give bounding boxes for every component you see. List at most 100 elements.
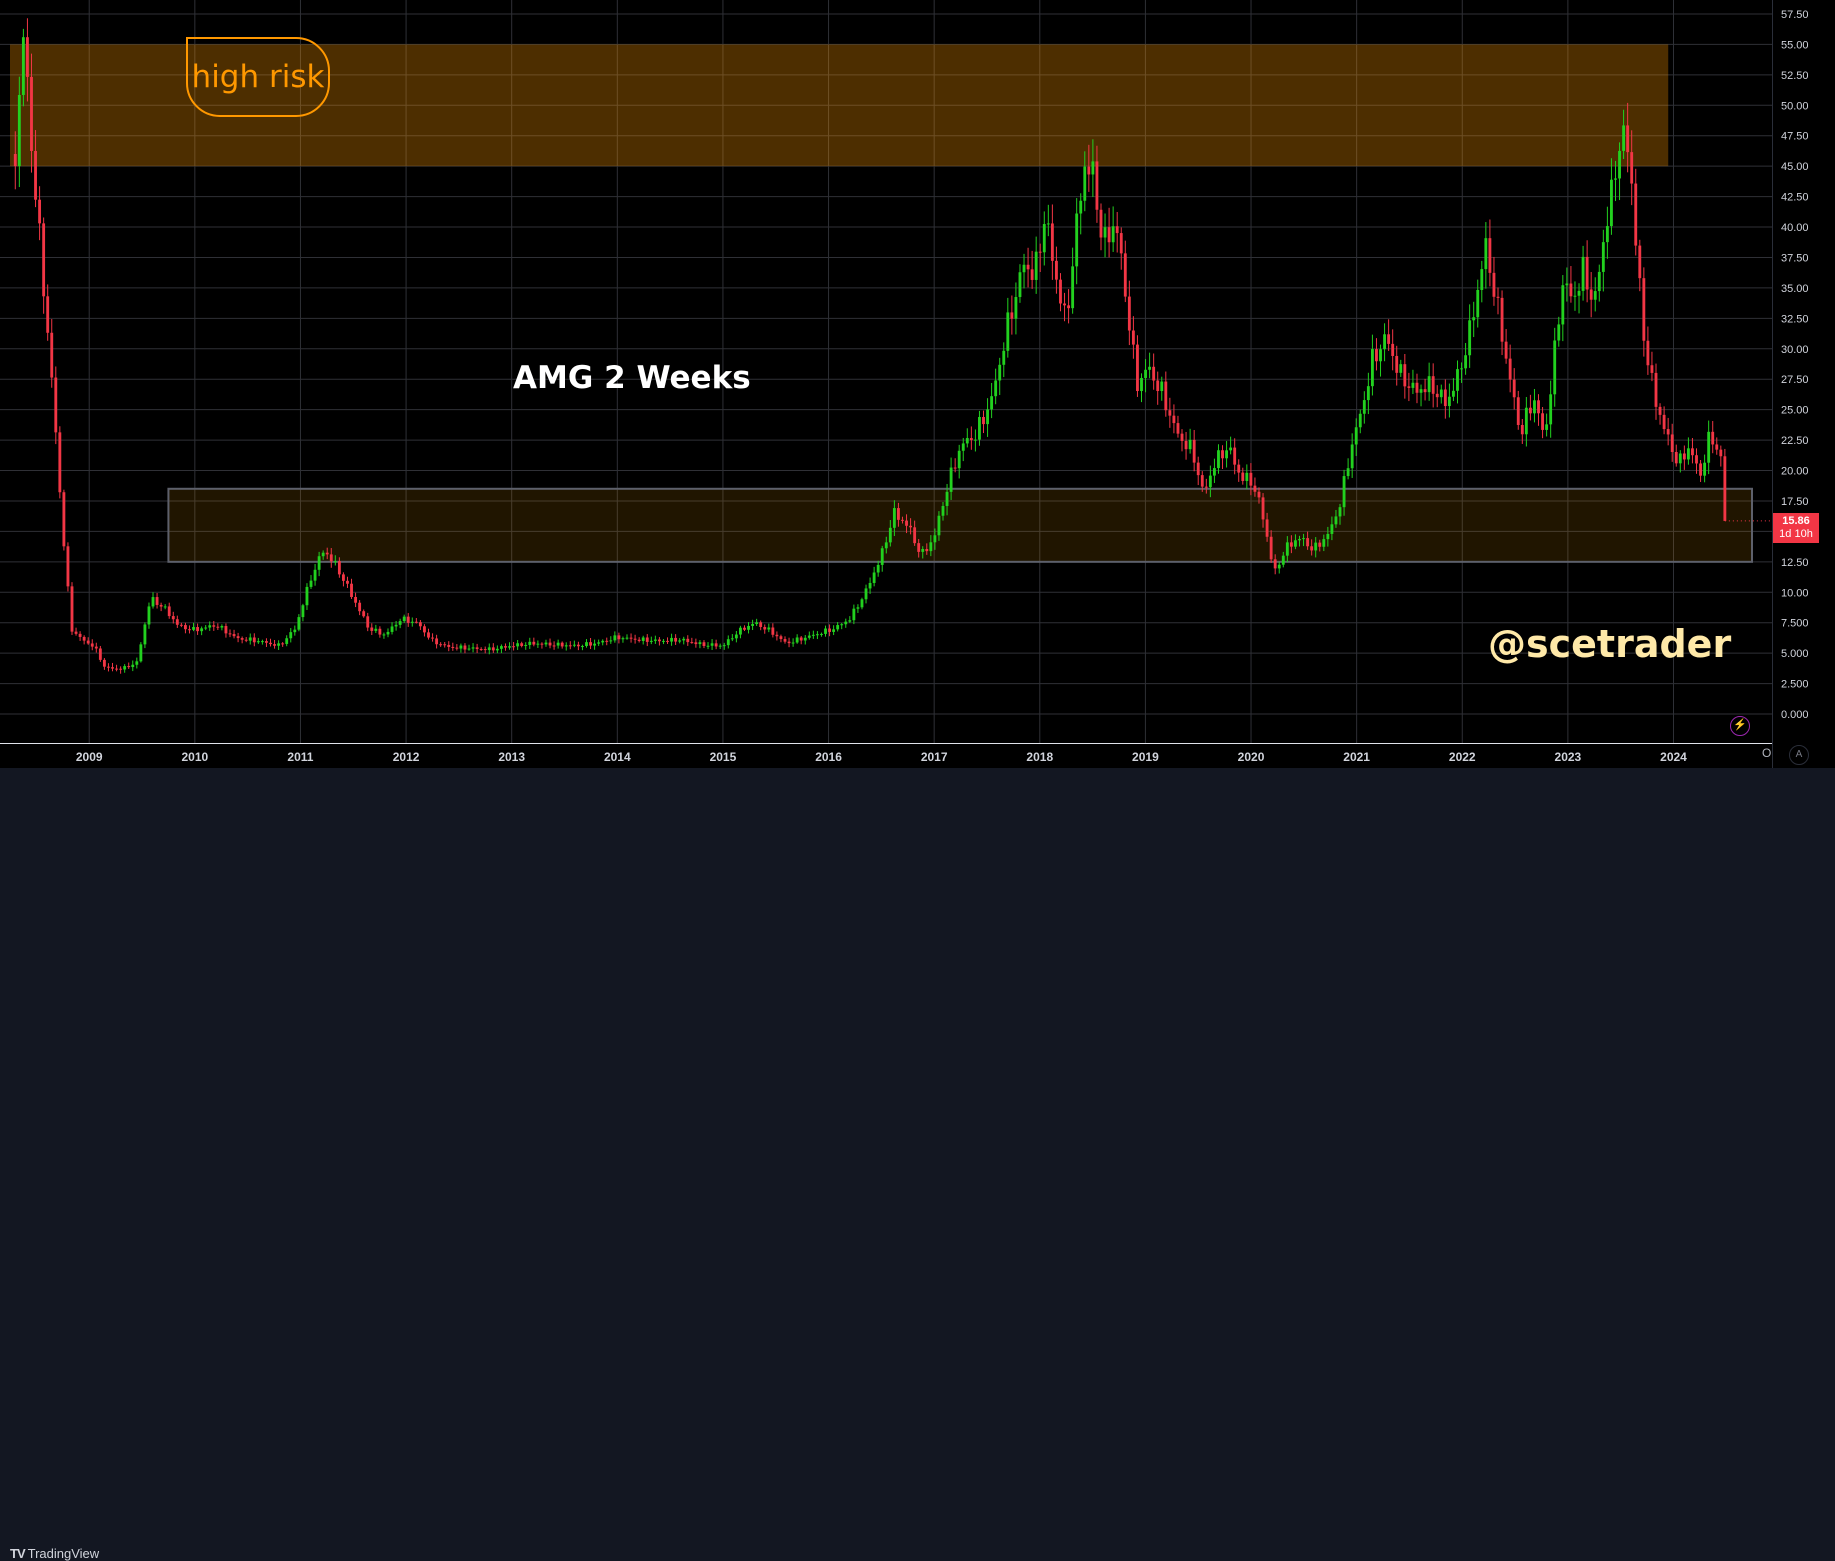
candle-body: [662, 640, 665, 642]
candle-body: [62, 492, 66, 547]
candle-body: [273, 644, 276, 646]
price-tick-label: 22.50: [1781, 435, 1809, 447]
candle-body: [994, 380, 998, 397]
price-tick-label: 2.500: [1781, 679, 1809, 691]
candle-body: [1561, 285, 1565, 325]
candle-body: [119, 668, 123, 670]
candle-body: [329, 554, 333, 562]
candle-body: [1678, 453, 1682, 464]
candle-body: [1545, 424, 1549, 430]
candle-body: [771, 627, 775, 635]
candle-body: [1079, 200, 1083, 214]
time-axis-labels: 2009 2010 2011 2012 2013 2014 2015 2016 2017 2018…: [76, 750, 1687, 764]
candle-body: [1415, 382, 1419, 393]
candle-body: [1524, 407, 1528, 435]
candle-body: [1618, 150, 1621, 179]
candle-body: [171, 616, 175, 620]
candle-body: [1504, 341, 1508, 359]
candle-body: [1423, 389, 1427, 393]
candle-body: [370, 627, 374, 631]
candle-body: [252, 637, 256, 643]
high-risk-callout[interactable]: high risk: [186, 37, 330, 117]
candle-body: [694, 642, 698, 645]
lightning-icon[interactable]: ⚡: [1730, 716, 1750, 736]
time-tick-label: 2015: [710, 750, 737, 764]
candle-body: [1095, 161, 1099, 210]
candle-body: [1427, 376, 1431, 393]
tradingview-logo[interactable]: TV TradingView: [10, 1546, 99, 1561]
chart-pane[interactable]: [0, 0, 1772, 743]
candle-body: [135, 661, 139, 665]
candle-body: [151, 597, 155, 607]
candle-body: [382, 634, 386, 636]
chart-title-annotation[interactable]: AMG 2 Weeks: [513, 360, 751, 396]
watermark-handle[interactable]: @scetrader: [1488, 622, 1732, 666]
footer-bar: TV TradingView: [0, 768, 1835, 1561]
candle-body: [1387, 334, 1391, 344]
price-tick-label: 52.50: [1781, 70, 1809, 82]
candle-body: [483, 649, 487, 651]
candle-body: [1265, 519, 1269, 537]
candle-body: [613, 635, 617, 641]
price-tick-label: 27.50: [1781, 374, 1809, 386]
candle-body: [1711, 431, 1715, 445]
candle-body: [840, 624, 844, 626]
candle-body: [617, 635, 621, 640]
candle-body: [1581, 256, 1585, 291]
candle-body: [1180, 433, 1184, 441]
candle-body: [260, 641, 264, 643]
candle-body: [1508, 358, 1512, 380]
candle-body: [1022, 264, 1026, 273]
candle-body: [350, 583, 353, 597]
candle-body: [362, 611, 366, 617]
price-tick-label: 20.00: [1781, 466, 1809, 478]
candle-body: [1528, 407, 1532, 414]
candle-body: [791, 642, 795, 644]
candle-body: [1658, 406, 1662, 415]
candle-body: [94, 646, 98, 649]
candle-body: [1152, 366, 1156, 381]
candle-body: [204, 627, 208, 629]
candle-body: [763, 626, 767, 630]
price-tick-label: 32.50: [1781, 313, 1809, 325]
candle-body: [508, 646, 511, 648]
candle-body: [1476, 289, 1480, 318]
candle-body: [313, 569, 317, 581]
candle-body: [945, 491, 949, 506]
candle-body: [418, 622, 422, 627]
candle-body: [147, 606, 151, 625]
candle-body: [1573, 295, 1577, 297]
candle-body: [982, 416, 985, 425]
candle-body: [475, 647, 479, 650]
candle-body: [1674, 451, 1678, 464]
candle-body: [1298, 539, 1301, 541]
price-axis[interactable]: 57.50 55.00 52.50 50.00 47.50 45.00 42.50 40.00…: [1772, 0, 1835, 768]
candle-body: [1354, 427, 1358, 445]
candle-body: [1383, 334, 1386, 350]
candle-body: [690, 642, 694, 644]
candle-body: [674, 637, 678, 642]
candle-body: [406, 616, 410, 623]
candle-body: [1184, 440, 1188, 450]
candle-body: [451, 646, 455, 648]
auto-scale-button[interactable]: A: [1789, 745, 1809, 765]
candle-body: [629, 637, 633, 639]
candle-body: [1087, 166, 1091, 175]
candle-body: [836, 625, 840, 630]
time-axis[interactable]: 2009 2010 2011 2012 2013 2014 2015 2016 2017 2018…: [0, 743, 1772, 769]
candle-body: [1630, 152, 1634, 184]
time-tick-label: 2017: [921, 750, 948, 764]
candle-body: [305, 586, 309, 606]
candle-body: [593, 643, 597, 646]
candle-body: [949, 467, 953, 492]
candle-body: [1140, 377, 1143, 392]
candle-body: [1217, 450, 1220, 469]
candle-body: [188, 629, 191, 631]
candle-body: [38, 199, 42, 224]
candle-body: [402, 616, 406, 622]
candle-body: [1103, 227, 1107, 238]
high-risk-zone: [10, 44, 1669, 167]
candle-body: [463, 645, 467, 650]
candle-body: [346, 580, 349, 584]
candle-body: [828, 628, 831, 632]
